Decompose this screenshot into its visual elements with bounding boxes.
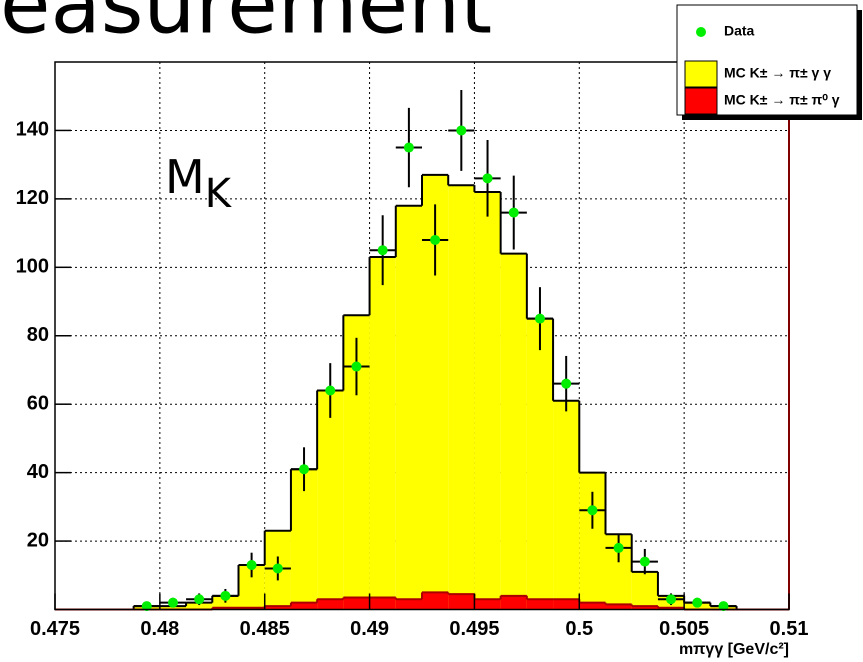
data-point (508, 207, 519, 218)
x-tick-label: 0.5 (565, 618, 593, 640)
data-point (272, 563, 283, 574)
histogram-bin (290, 469, 318, 610)
histogram-bin (474, 599, 501, 610)
x-tick-label: 0.49 (350, 618, 389, 640)
histogram-bin (526, 318, 554, 610)
histogram-bin (395, 599, 422, 610)
data-point (246, 560, 257, 571)
histogram-bin (395, 205, 422, 610)
legend-marker (696, 27, 706, 37)
legend-label: MC K± → π± π⁰ γ (724, 92, 840, 108)
data-point (167, 597, 178, 608)
histogram-bin (553, 599, 580, 610)
data-point (666, 594, 677, 605)
data-point (456, 125, 467, 136)
data-point (639, 556, 650, 567)
x-tick-label: 0.48 (140, 618, 179, 640)
data-point (718, 601, 729, 612)
data-point (561, 378, 572, 389)
histogram-bin (317, 390, 344, 610)
data-point (141, 601, 152, 612)
histogram-bin (500, 595, 527, 610)
histogram-bin (422, 592, 449, 610)
histogram-bin (264, 606, 291, 610)
legend-label: MC K± → π± γ γ (724, 65, 831, 81)
data-point (220, 590, 231, 601)
annotation: MK (165, 150, 233, 218)
histogram-bin (631, 606, 658, 610)
x-tick-label: 0.475 (30, 618, 80, 640)
histogram-bin (159, 606, 187, 610)
data-point (403, 142, 414, 153)
y-tick-label: 80 (27, 324, 49, 346)
histogram-bin (631, 571, 658, 610)
legend-label: Data (724, 23, 755, 39)
y-tick-label: 60 (27, 392, 49, 414)
histogram-bin (290, 602, 318, 610)
data-point (299, 464, 310, 475)
x-tick-label: 0.495 (449, 618, 499, 640)
histogram-bin (343, 597, 370, 610)
data-point (482, 173, 493, 184)
histogram-bin (369, 257, 396, 610)
histogram-bin (317, 599, 344, 610)
x-tick-label: 0.51 (770, 618, 809, 640)
histogram-bin (553, 400, 580, 610)
data-point (692, 597, 703, 608)
data-point (613, 542, 624, 553)
x-axis-label: mπγγ [GeV/c²] (679, 641, 789, 658)
y-tick-label: 100 (16, 256, 49, 278)
data-point (325, 385, 336, 396)
histogram-bin (605, 604, 632, 610)
histogram-bin (526, 599, 554, 610)
histogram-bin (369, 597, 396, 610)
slide-title: easurement (0, 0, 492, 52)
histogram-bin (448, 594, 475, 610)
data-point (351, 361, 362, 372)
legend-swatch (684, 87, 718, 115)
data-point (587, 505, 598, 516)
y-tick-label: 120 (16, 187, 49, 209)
histogram-bin (448, 185, 475, 610)
x-tick-label: 0.485 (240, 618, 290, 640)
data-point (430, 234, 441, 245)
y-tick-label: 40 (27, 461, 49, 483)
y-tick-label: 20 (27, 529, 49, 551)
histogram-bin (186, 602, 213, 610)
histogram-bin (474, 192, 501, 610)
histogram-bin (500, 253, 527, 610)
plot: 20 40 60 80 100 120 140 0.475 0.48 0.485 0.49 0.495… (16, 4, 862, 640)
legend-swatch (684, 60, 718, 88)
y-tick-label: 140 (16, 119, 49, 141)
histogram-bin (579, 602, 606, 610)
data-point (194, 594, 205, 605)
x-tick-label: 0.505 (659, 618, 709, 640)
data-point (377, 245, 388, 256)
data-point (534, 313, 545, 324)
legend: Data MC K± → π± γ γ MC K± → π± π⁰ γ (676, 4, 862, 120)
